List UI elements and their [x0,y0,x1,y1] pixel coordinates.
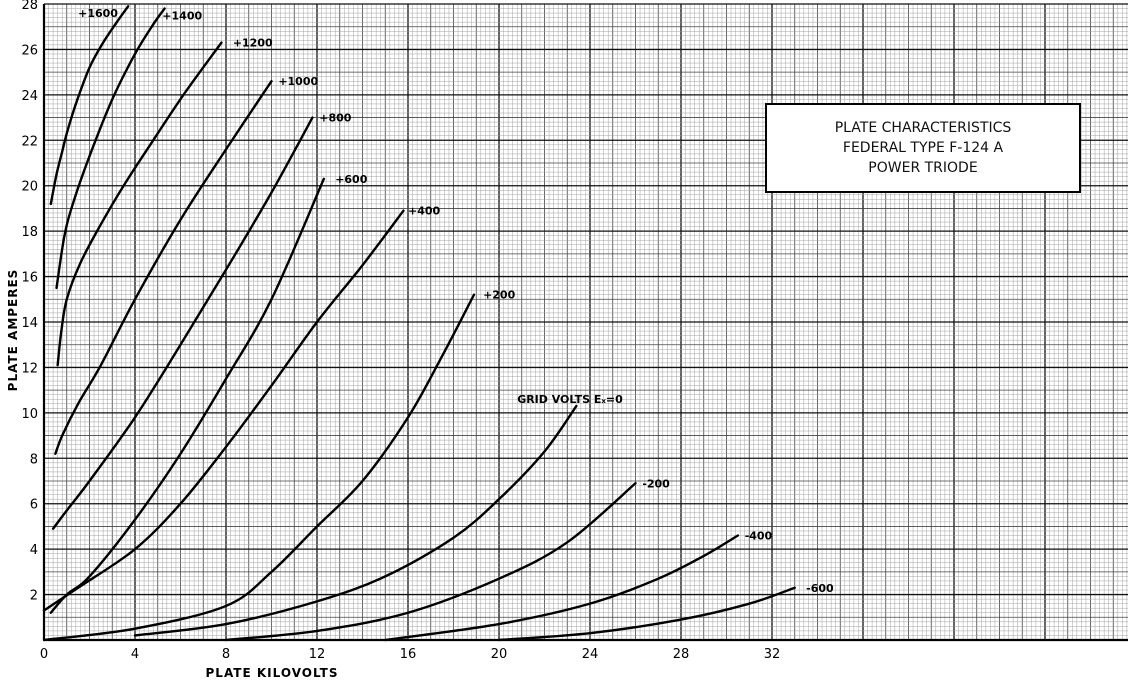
y-tick-label: 22 [21,134,38,149]
y-tick-label: 6 [30,498,38,513]
x-tick-label: 20 [491,647,508,662]
x-axis-label: PLATE KILOVOLTS [206,666,339,680]
curve-label: +1400 [162,9,202,22]
curve-line [56,41,223,367]
x-tick-label: 24 [582,647,599,662]
curve-label: -200 [642,477,670,490]
chart-title-line-2: FEDERAL TYPE F-124 A [842,140,1004,156]
y-tick-label: 16 [21,271,38,286]
y-tick-label: 18 [21,225,38,240]
y-tick-label: 24 [21,89,38,104]
curve-label: -400 [745,530,773,543]
curves [42,5,796,642]
y-tick-label: 12 [21,361,38,376]
curve-line [54,80,273,455]
y-tick-label: 14 [21,316,38,331]
curve-line [133,404,578,637]
y-tick-label: 28 [21,0,38,13]
y-tick-label: 2 [30,589,38,604]
chart-title-line-1: PLATE CHARACTERISTICS [834,120,1012,136]
x-tick-label: 28 [673,647,690,662]
curve-line [497,586,796,642]
curve-label: +200 [483,289,516,302]
y-axis-label: PLATE AMPERES [6,269,20,392]
x-tick-label: 0 [40,647,48,662]
curve-label: +800 [319,112,352,125]
y-tick-label: 8 [30,452,38,467]
x-tick-label: 8 [222,647,230,662]
curve-line [384,534,740,642]
curve-line [51,116,314,530]
y-tick-label: 26 [21,43,38,58]
y-tick-label: 10 [21,407,38,422]
curve-line [224,482,637,642]
curve-labels: +1600 +1400 +1200 +1000 +800 +600 +400 +200 GRID… [78,7,834,595]
y-tick-label: 20 [21,180,38,195]
curve-line [42,209,405,612]
curve-line [49,5,130,206]
x-tick-label: 12 [309,647,326,662]
y-tick-label: 4 [30,543,38,558]
curve-label: +600 [335,173,368,186]
x-tick-label: 4 [131,647,139,662]
chart-title-box: PLATE CHARACTERISTICS FEDERAL TYPE F-124… [765,103,1081,193]
curve-line [49,177,326,614]
grid [43,3,1128,641]
x-tick-label: 32 [764,647,781,662]
curve-line [42,293,476,642]
chart-title-line-3: POWER TRIODE [868,160,978,176]
curve-label: -600 [806,582,834,595]
x-tick-label: 16 [400,647,417,662]
curve-label: +400 [408,205,441,218]
curve-label: +1000 [278,75,318,88]
curve-label: +1200 [233,37,273,50]
curve-label: GRID VOLTS Eₓ=0 [517,393,623,406]
curve-line [55,7,166,290]
curve-label: +1600 [78,7,118,20]
